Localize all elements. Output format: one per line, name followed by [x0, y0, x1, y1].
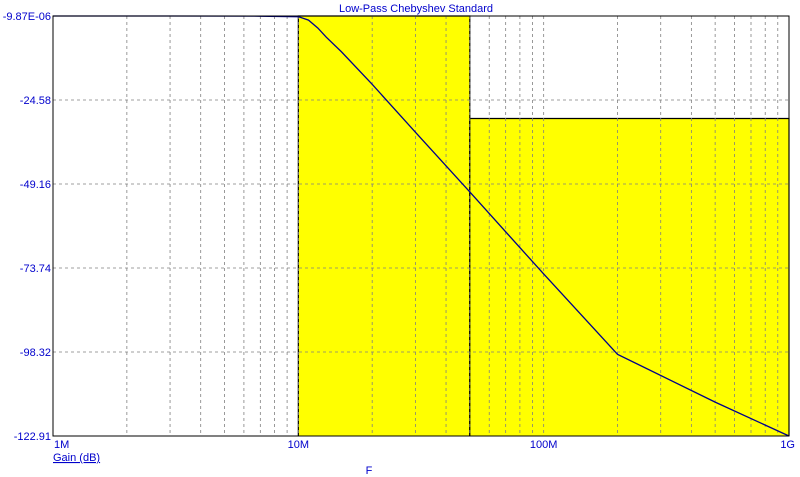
mask-region-2 — [469, 118, 789, 436]
x-tick-labels: 1M 10M 100M 1G — [54, 439, 795, 451]
filter-mask-regions — [297, 15, 790, 436]
y-axis-label: Gain (dB) — [53, 452, 100, 464]
x-axis-label: F — [366, 465, 373, 477]
y-tick-label: -73.74 — [20, 263, 51, 275]
x-tick-label: 100M — [530, 439, 558, 451]
chart-title: Low-Pass Chebyshev Standard — [339, 3, 493, 15]
grid — [53, 16, 789, 436]
y-tick-label: -24.58 — [20, 95, 51, 107]
x-tick-label: 1M — [54, 439, 69, 451]
x-tick-label: 1G — [780, 439, 795, 451]
mask-region-1 — [298, 16, 470, 436]
x-tick-label: 10M — [288, 439, 309, 451]
y-tick-label: -98.32 — [20, 347, 51, 359]
y-tick-labels: -9.87E-06 -24.58 -49.16 -73.74 -98.32 -122.91 — [3, 11, 51, 443]
y-tick-label: -122.91 — [14, 431, 51, 443]
plot-frame — [52, 15, 790, 437]
y-tick-label: -49.16 — [20, 179, 51, 191]
y-tick-label: -9.87E-06 — [3, 11, 51, 23]
